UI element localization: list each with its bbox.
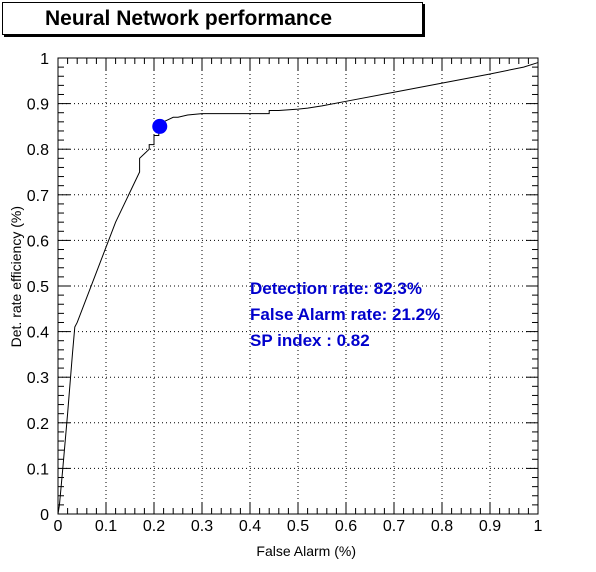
y-tick-label: 0 [40, 507, 49, 524]
marker-layer [152, 118, 168, 134]
x-tick-label: 0 [54, 518, 63, 535]
title-box: Neural Network performance [2, 2, 423, 35]
x-tick-label: 0.3 [191, 518, 213, 535]
x-tick-label: 0.9 [479, 518, 501, 535]
x-tick-label: 0.5 [287, 518, 309, 535]
y-axis-title: Det. rate efficiency (%) [8, 206, 24, 347]
y-tick-label: 1 [40, 51, 49, 68]
x-axis-title: False Alarm (%) [256, 543, 356, 559]
annotation-text: SP index : 0.82 [250, 331, 370, 350]
x-tick-label: 0.4 [239, 518, 261, 535]
operating-point-marker [152, 118, 168, 134]
y-tick-label: 0.5 [27, 279, 49, 296]
annotations: Detection rate: 82.3% False Alarm rate: 2… [250, 279, 440, 350]
series-layer [57, 62, 539, 515]
annotation-text: Detection rate: 82.3% [250, 279, 422, 298]
y-tick-label: 0.8 [27, 142, 49, 159]
y-tick-label: 0.1 [27, 461, 49, 478]
x-tick-label: 0.2 [143, 518, 165, 535]
grid [58, 58, 538, 514]
y-tick-label: 0.2 [27, 416, 49, 433]
x-tick-label: 0.8 [431, 518, 453, 535]
y-tick-label: 0.4 [27, 325, 49, 342]
x-tick-label: 0.6 [335, 518, 357, 535]
y-tick-labels: 0 0.1 0.2 0.3 0.4 0.5 0.6 0.7 0.8 0.9 1 [27, 51, 49, 524]
roc-curve-line [57, 62, 539, 515]
y-tick-label: 0.3 [27, 370, 49, 387]
y-tick-label: 0.6 [27, 233, 49, 250]
axis-ticks [57, 57, 539, 515]
chart-title: Neural Network performance [45, 7, 333, 30]
y-tick-label: 0.7 [27, 188, 49, 205]
y-tick-label: 0.9 [27, 97, 49, 114]
x-tick-label: 0.1 [95, 518, 117, 535]
x-tick-label: 1 [534, 518, 543, 535]
annotation-text: False Alarm rate: 21.2% [250, 305, 440, 324]
x-tick-label: 0.7 [383, 518, 405, 535]
x-tick-labels: 0 0.1 0.2 0.3 0.4 0.5 0.6 0.7 0.8 0.9 1 [54, 518, 543, 535]
